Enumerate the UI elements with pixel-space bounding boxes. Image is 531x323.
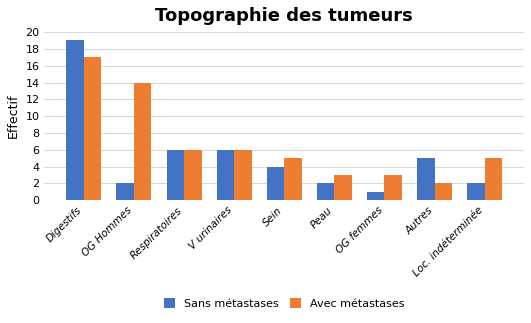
Title: Topographie des tumeurs: Topographie des tumeurs	[156, 7, 413, 25]
Bar	[335, 175, 352, 200]
Bar	[384, 175, 402, 200]
Bar	[317, 183, 335, 200]
Y-axis label: Effectif: Effectif	[7, 94, 20, 139]
Bar	[467, 183, 485, 200]
Bar	[284, 158, 302, 200]
Bar	[66, 40, 84, 200]
Bar	[434, 183, 452, 200]
Bar	[184, 150, 202, 200]
Legend: Sans métastases, Avec métastases: Sans métastases, Avec métastases	[164, 298, 405, 309]
Bar	[217, 150, 234, 200]
Bar	[234, 150, 252, 200]
Bar	[485, 158, 502, 200]
Bar	[116, 183, 134, 200]
Bar	[267, 167, 284, 200]
Bar	[84, 57, 101, 200]
Bar	[417, 158, 434, 200]
Bar	[167, 150, 184, 200]
Bar	[367, 192, 384, 200]
Bar	[134, 82, 151, 200]
